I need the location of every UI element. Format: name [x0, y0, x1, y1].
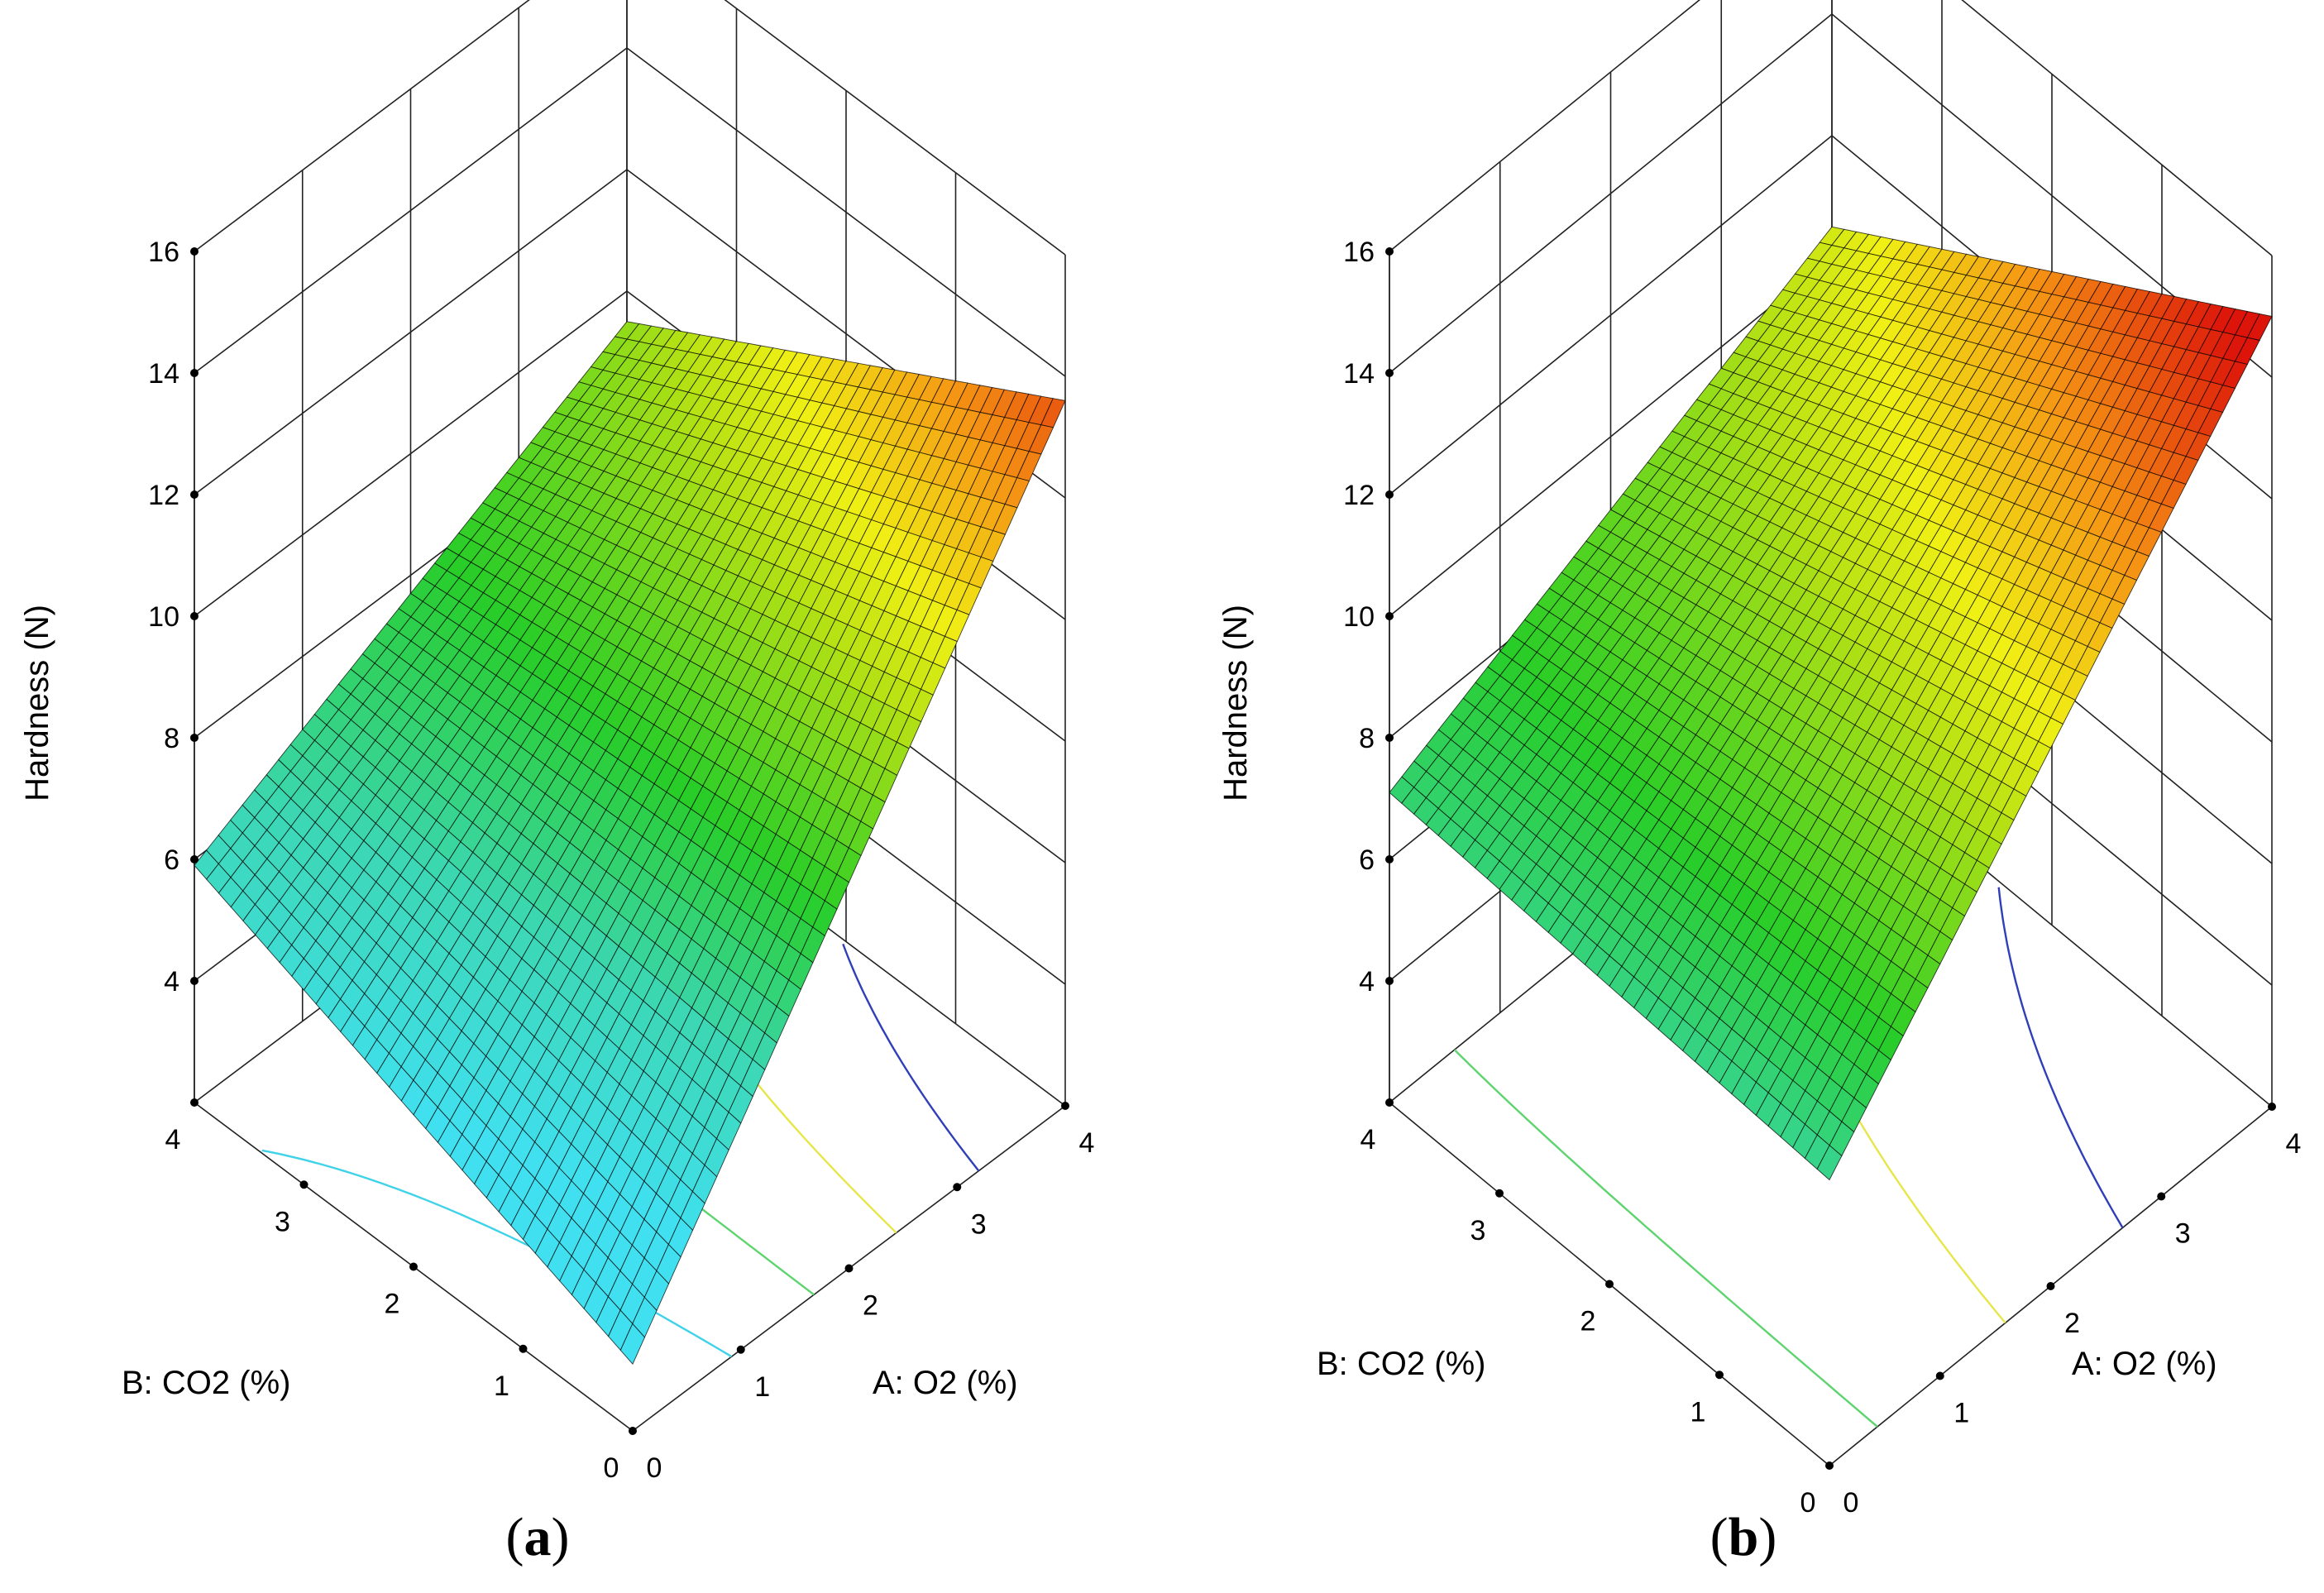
z-tick-label: 16: [1343, 237, 1375, 268]
y-tick-label: 3: [1470, 1215, 1486, 1246]
y-axis-title: B: CO2 (%): [1317, 1346, 1485, 1382]
x-tick-mark: [1935, 1371, 1944, 1380]
y-tick-label: 3: [275, 1206, 290, 1237]
wall-gridline-z: [1389, 0, 2273, 256]
y-tick-mark: [1495, 1189, 1504, 1198]
z-tick-mark: [190, 247, 198, 256]
z-tick-mark: [190, 855, 198, 863]
x-end-tick-mark: [2268, 1103, 2276, 1111]
x-tick-label: 1: [754, 1371, 770, 1403]
y-tick-label: 2: [385, 1289, 400, 1320]
y-tick-mark: [519, 1344, 528, 1353]
z-tick-mark: [190, 977, 198, 985]
panel-label: (b): [1710, 1507, 1777, 1567]
z-axis-title: Hardness (N): [1217, 605, 1254, 801]
y-end-tick-mark: [190, 1098, 198, 1107]
x-tick-label: 2: [2064, 1308, 2080, 1339]
z-tick-label: 14: [1343, 358, 1375, 390]
z-tick-mark: [1385, 734, 1394, 742]
contour-line: [1453, 1049, 1878, 1428]
y-axis-title: B: CO2 (%): [122, 1365, 290, 1401]
x-tick-label: 3: [2175, 1218, 2191, 1250]
contour-line: [1997, 887, 2124, 1229]
panel-label: (a): [506, 1507, 570, 1567]
y-tick-label: 0: [604, 1452, 619, 1484]
z-tick-label: 16: [148, 237, 179, 268]
x-end-tick-mark: [1061, 1102, 1069, 1110]
z-tick-mark: [190, 734, 198, 742]
z-tick-mark: [190, 369, 198, 377]
x-tick-label: 0: [647, 1452, 662, 1484]
x-tick-label: 4: [1079, 1127, 1095, 1159]
z-tick-mark: [1385, 247, 1394, 256]
y-tick-label: 4: [165, 1124, 181, 1155]
z-tick-label: 14: [148, 358, 179, 390]
contour-line: [261, 1149, 733, 1358]
z-tick-mark: [1385, 977, 1394, 985]
y-tick-label: 1: [1690, 1396, 1706, 1428]
z-tick-mark: [1385, 369, 1394, 377]
wall-gridline-z: [194, 0, 1066, 256]
origin-tick-mark: [629, 1427, 637, 1435]
y-tick-label: 0: [1800, 1487, 1816, 1519]
z-tick-mark: [1385, 490, 1394, 499]
surface-cell: [619, 1323, 646, 1366]
back-walls: [194, 0, 1066, 1107]
x-tick-mark: [736, 1345, 745, 1354]
x-tick-label: 3: [971, 1208, 987, 1240]
x-tick-label: 2: [863, 1290, 878, 1322]
response-surface: [1389, 226, 2273, 1181]
z-tick-label: 6: [164, 844, 179, 876]
response-surface: [194, 321, 1066, 1366]
z-tick-label: 8: [164, 723, 179, 754]
z-tick-mark: [1385, 855, 1394, 863]
z-tick-mark: [1385, 612, 1394, 620]
y-tick-label: 2: [1580, 1306, 1596, 1337]
x-axis-title: A: O2 (%): [873, 1365, 1018, 1401]
z-tick-mark: [190, 490, 198, 499]
y-tick-label: 1: [494, 1371, 509, 1402]
y-tick-mark: [299, 1180, 308, 1189]
x-tick-mark: [953, 1183, 962, 1192]
y-tick-mark: [1605, 1280, 1614, 1289]
z-axis-title: Hardness (N): [19, 605, 55, 801]
x-tick-label: 4: [2286, 1128, 2302, 1160]
z-tick-label: 4: [164, 966, 179, 997]
z-tick-label: 12: [148, 480, 179, 511]
surface-cell: [1816, 1145, 1843, 1181]
y-tick-label: 4: [1360, 1124, 1376, 1155]
x-tick-mark: [844, 1264, 854, 1273]
z-tick-label: 10: [1343, 601, 1375, 633]
z-tick-label: 4: [1359, 966, 1375, 997]
z-tick-label: 12: [1343, 480, 1375, 511]
y-tick-mark: [409, 1262, 418, 1271]
y-tick-mark: [1715, 1371, 1724, 1380]
z-tick-mark: [190, 612, 198, 620]
x-tick-label: 1: [1953, 1398, 1969, 1429]
x-tick-mark: [2046, 1282, 2055, 1290]
contour-line: [842, 943, 980, 1172]
z-tick-label: 10: [148, 601, 179, 633]
x-tick-mark: [2157, 1192, 2166, 1201]
z-tick-label: 6: [1359, 844, 1375, 876]
x-tick-label: 0: [1843, 1487, 1859, 1519]
origin-tick-mark: [1825, 1461, 1834, 1470]
x-axis-title: A: O2 (%): [2072, 1346, 2217, 1382]
y-end-tick-mark: [1385, 1098, 1394, 1107]
z-tick-label: 8: [1359, 723, 1375, 754]
